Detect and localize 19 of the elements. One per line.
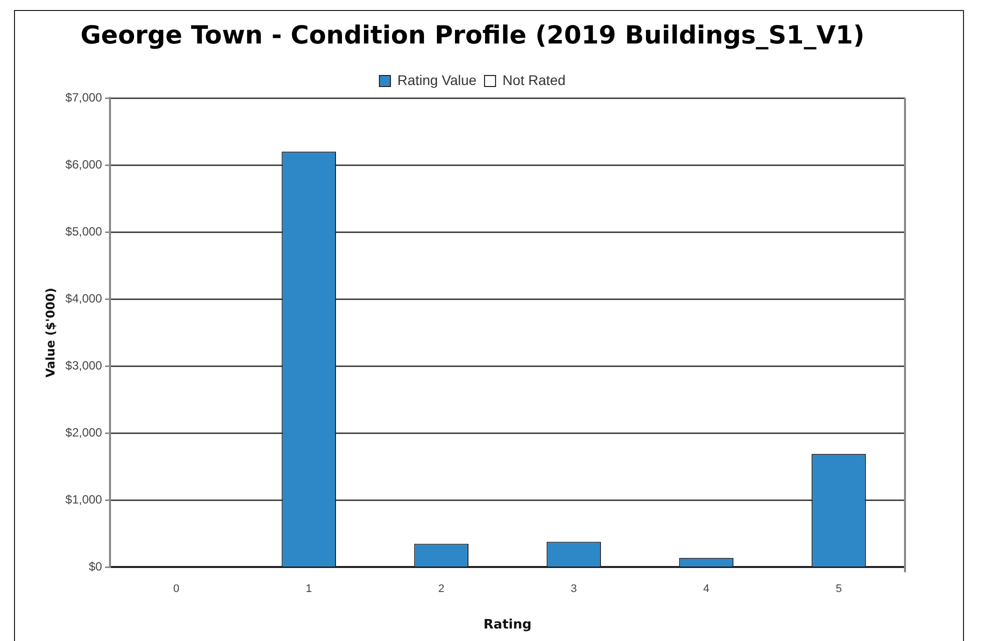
y-tick-label: $4,000 xyxy=(65,291,102,306)
legend-label: Not Rated xyxy=(502,72,566,88)
x-tick-label: 2 xyxy=(438,582,444,595)
y-tick-label: $5,000 xyxy=(65,224,102,238)
x-axis-title: Rating xyxy=(484,618,532,633)
x-tick-label: 0 xyxy=(173,582,180,595)
legend-label: Rating Value xyxy=(397,72,477,88)
y-tick-label: $2,000 xyxy=(65,425,102,440)
y-axis-title: Value ($'000) xyxy=(43,288,58,378)
y-tick-label: $6,000 xyxy=(65,157,102,172)
x-tick-label: 3 xyxy=(570,582,577,595)
y-tick-label: $3,000 xyxy=(65,358,102,372)
chart-title: George Town - Condition Profile (2019 Buildings_S1_V1) xyxy=(80,20,864,50)
x-tick-label: 4 xyxy=(703,582,710,595)
y-tick-label: $7,000 xyxy=(65,90,102,104)
y-tick-label: $1,000 xyxy=(65,492,102,506)
x-tick-label: 1 xyxy=(306,582,312,595)
y-tick-label: $0 xyxy=(88,560,102,574)
x-tick-label: 5 xyxy=(836,582,842,595)
